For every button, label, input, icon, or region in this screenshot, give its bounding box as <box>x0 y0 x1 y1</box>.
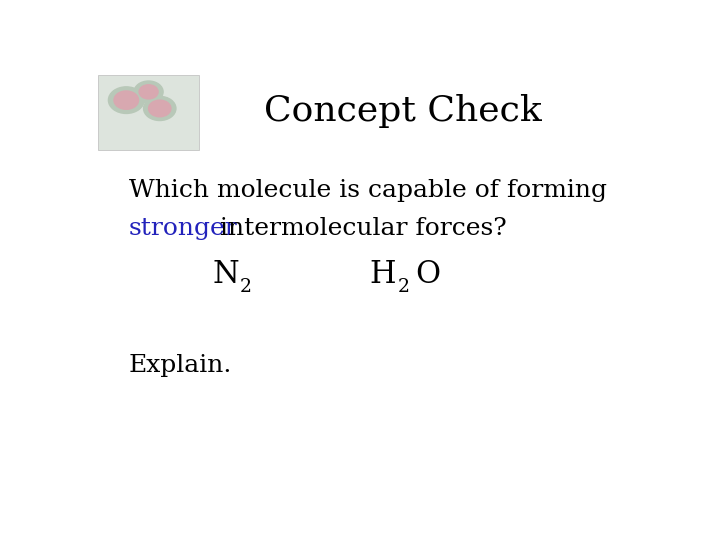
Circle shape <box>109 87 144 113</box>
FancyBboxPatch shape <box>99 75 199 150</box>
Circle shape <box>139 85 158 99</box>
Text: 2: 2 <box>240 278 251 296</box>
Circle shape <box>134 81 163 103</box>
Circle shape <box>148 100 171 117</box>
Text: N: N <box>213 259 240 290</box>
Text: Concept Check: Concept Check <box>264 94 541 128</box>
Text: Explain.: Explain. <box>129 354 233 377</box>
Circle shape <box>143 97 176 120</box>
Text: stronger: stronger <box>129 217 238 240</box>
Text: 2: 2 <box>398 278 410 296</box>
Text: H: H <box>369 259 395 290</box>
Text: Which molecule is capable of forming: Which molecule is capable of forming <box>129 179 607 202</box>
Text: intermolecular forces?: intermolecular forces? <box>212 217 506 240</box>
Text: O: O <box>415 259 440 290</box>
Circle shape <box>114 91 138 109</box>
